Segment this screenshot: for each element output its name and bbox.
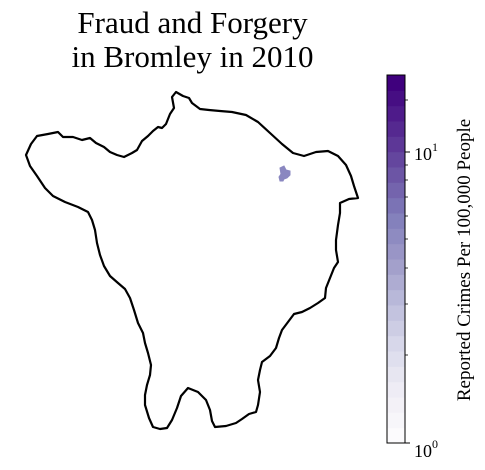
colorbar-step — [387, 336, 405, 352]
colorbar-step — [387, 198, 405, 214]
colorbar-step — [387, 259, 405, 275]
colorbar-step — [387, 244, 405, 260]
colorbar-tick-label-0: 100 — [414, 437, 438, 461]
colorbar-step — [387, 136, 405, 152]
colorbar-step — [387, 274, 405, 290]
colorbar-step — [387, 213, 405, 229]
colorbar-label: Reported Crimes Per 100,000 People — [454, 119, 475, 401]
colorbar-step — [387, 121, 405, 137]
colorbar-step — [387, 351, 405, 367]
borough-outline — [26, 92, 358, 429]
colorbar-step — [387, 397, 405, 413]
colorbar-step — [387, 167, 405, 183]
colorbar-step — [387, 305, 405, 321]
colorbar-step — [387, 412, 405, 428]
colorbar-tick-label-1: 101 — [414, 140, 438, 164]
colorbar-step — [387, 366, 405, 382]
colorbar-step — [387, 290, 405, 306]
colorbar-step — [387, 382, 405, 398]
colorbar-step — [387, 182, 405, 198]
colorbar-gradient — [387, 75, 405, 444]
colorbar-step — [387, 428, 405, 444]
colorbar-step — [387, 320, 405, 336]
colorbar-step — [387, 75, 405, 91]
colorbar-step — [387, 90, 405, 106]
colorbar: 101 100 Reported Crimes Per 100,000 Peop… — [387, 75, 475, 461]
colorbar-step — [387, 106, 405, 122]
colorbar-step — [387, 152, 405, 168]
colorbar-step — [387, 228, 405, 244]
